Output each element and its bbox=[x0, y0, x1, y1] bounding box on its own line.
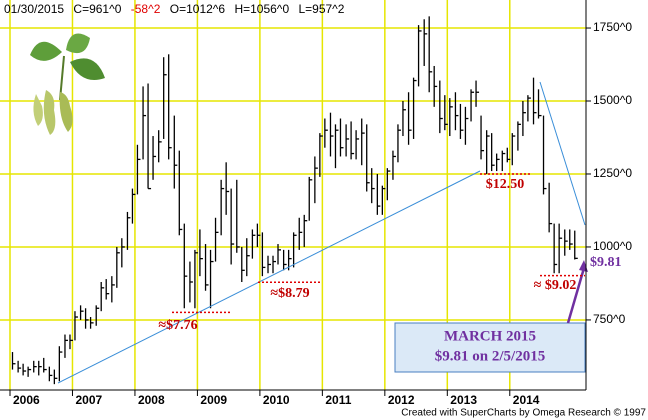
x-tick-label: 2012 bbox=[388, 393, 415, 407]
annotation: ≈ $9.02 bbox=[534, 278, 577, 293]
annotation: ≈$7.76 bbox=[158, 318, 197, 333]
annotation: $12.50 bbox=[486, 177, 525, 192]
y-tick-label: 750^0 bbox=[593, 312, 626, 326]
x-tick-label: 2006 bbox=[13, 393, 40, 407]
x-tick-label: 2014 bbox=[513, 393, 540, 407]
chart: MARCH 2015 $9.81 on 2/5/2015 01/30/2015 … bbox=[0, 0, 648, 420]
header-low: L=957^2 bbox=[298, 2, 344, 16]
y-tick-label: 1000^0 bbox=[593, 239, 632, 253]
y-tick-label: 1250^0 bbox=[593, 166, 632, 180]
header-high: H=1056^0 bbox=[234, 2, 289, 16]
header-close: C=961^0 bbox=[73, 2, 121, 16]
annotation: ≈$8.79 bbox=[270, 286, 309, 301]
footer: Created with SuperCharts by Omega Resear… bbox=[401, 408, 646, 419]
annotation: $9.81 bbox=[590, 255, 622, 270]
y-tick-label: 1500^0 bbox=[593, 93, 632, 107]
header-change: -58^2 bbox=[131, 2, 161, 16]
x-tick-label: 2011 bbox=[325, 393, 351, 407]
x-tick-label: 2013 bbox=[450, 393, 477, 407]
x-tick-label: 2008 bbox=[138, 393, 165, 407]
y-tick-label: 1750^0 bbox=[593, 20, 632, 34]
header-open: O=1012^6 bbox=[170, 2, 226, 16]
x-tick-label: 2010 bbox=[263, 393, 290, 407]
x-tick-label: 2007 bbox=[75, 393, 102, 407]
callout-text: $9.81 on 2/5/2015 bbox=[435, 348, 545, 364]
x-tick-label: 2009 bbox=[200, 393, 227, 407]
callout-title: MARCH 2015 bbox=[444, 328, 536, 344]
header-date: 01/30/2015 bbox=[4, 2, 64, 16]
